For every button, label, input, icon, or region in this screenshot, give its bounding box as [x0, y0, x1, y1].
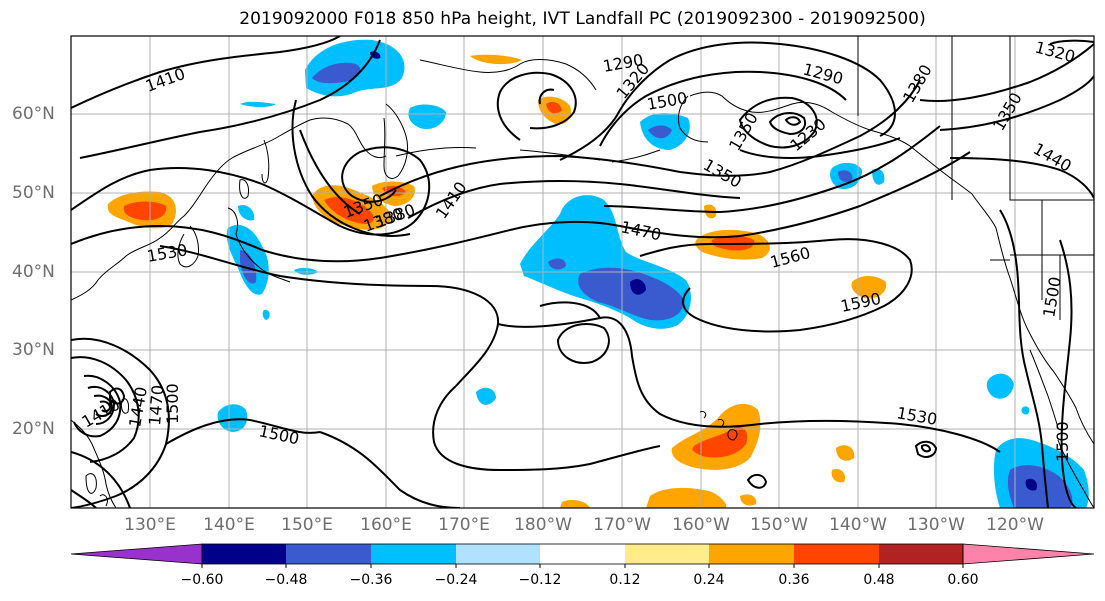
lat-label-60n: 60°N: [12, 104, 55, 124]
colorbar-bin: [625, 544, 709, 564]
graticule: [71, 36, 1094, 508]
lon-label-140w: 140°W: [829, 515, 887, 535]
colorbar-tick-label: −0.48: [264, 572, 308, 588]
shade-neg-philippine: [217, 404, 248, 432]
colorbar-tick-label: 0.60: [947, 572, 979, 588]
coast-east-asia: [71, 117, 387, 301]
lon-label-140e: 140°E: [203, 515, 255, 535]
colorbar: [70, 543, 1095, 568]
lon-label-170w: 170°W: [593, 515, 651, 535]
colorbar-frame: [201, 543, 964, 565]
colorbar-bin: [709, 544, 794, 564]
lon-label-150e: 150°E: [281, 515, 333, 535]
colorbar-tick-label: −0.12: [518, 572, 562, 588]
colorbar-tick-label: 0.12: [609, 572, 641, 588]
colorbar-bin: [286, 544, 371, 564]
coast-japan-north: [239, 179, 249, 199]
colorbar-bin: [540, 544, 625, 564]
coastlines: [71, 36, 1094, 508]
colorbar-bin: [456, 544, 540, 564]
coast-chukotka: [419, 59, 597, 91]
shade-neg-aleutian-small: [408, 104, 446, 130]
colorbar-tick-label: −0.24: [434, 572, 478, 588]
boundaries-na: [857, 36, 1094, 320]
colorbar-min-extension: [70, 543, 203, 565]
contour-label: 1440: [1030, 139, 1075, 176]
colorbar-tick-label: −0.60: [180, 572, 224, 588]
colorbar-tick-label: −0.36: [349, 572, 393, 588]
map-title: 2019092000 F018 850 hPa height, IVT Land…: [239, 9, 926, 29]
colorbar-bin: [202, 544, 286, 564]
contour-label: 1560: [768, 243, 812, 272]
contour-label: 1500: [257, 421, 301, 448]
coast-alaska-west: [677, 95, 709, 143]
coast-mexico: [1057, 439, 1094, 508]
coast-philippines: [85, 473, 108, 507]
coast-north-america: [971, 193, 1094, 445]
lon-label-180w: 180°W: [514, 515, 572, 535]
contour-label: 1350: [725, 109, 762, 154]
height-contours: [71, 36, 1094, 508]
map-plot-area: 1410 1290 1320 1290 1380 1230 1350 1440 …: [71, 36, 1094, 508]
ivt-shading: [107, 39, 1089, 508]
lon-label-160e: 160°E: [360, 515, 412, 535]
contour-label: 1500: [163, 383, 182, 424]
contour-label: 1350: [700, 155, 745, 192]
colorbar-tick-label: 0.24: [693, 572, 725, 588]
lat-label-20n: 20°N: [12, 419, 55, 439]
contour-label: 1230: [786, 114, 829, 155]
coast-sakhalin: [261, 139, 270, 184]
coast-hawaii: [699, 411, 738, 441]
contour-label: 1410: [79, 395, 124, 432]
map-frame: [70, 35, 1095, 509]
lat-label-50n: 50°N: [12, 183, 55, 203]
coast-baja: [1029, 349, 1059, 429]
contour-label: 1530: [145, 240, 188, 266]
colorbar-tick-label: 0.36: [778, 572, 810, 588]
contour-label: 1320: [1033, 38, 1077, 67]
lon-label-170e: 170°E: [438, 515, 490, 535]
lon-label-160w: 160°W: [672, 515, 730, 535]
contour-label: 1470: [619, 217, 663, 244]
lon-label-120w: 120°W: [986, 515, 1044, 535]
colorbar-max-extension: [962, 543, 1095, 565]
lon-label-130e: 130°E: [124, 515, 176, 535]
colorbar-tick-label: 0.48: [863, 572, 895, 588]
coast-kamchatka: [383, 103, 409, 179]
lon-label-150w: 150°W: [750, 515, 808, 535]
lon-label-130w: 130°W: [907, 515, 965, 535]
contour-label: 1500: [1053, 421, 1072, 462]
contour-label: 1410: [432, 178, 471, 222]
coast-alaska: [689, 91, 973, 195]
lat-label-30n: 30°N: [12, 340, 55, 360]
contour-label: 1500: [1039, 275, 1065, 318]
colorbar-bin: [371, 544, 456, 564]
coast-aleutians: [395, 146, 661, 163]
coast-taiwan: [121, 398, 129, 414]
contour-label: 1380: [899, 61, 936, 106]
lat-label-40n: 40°N: [12, 262, 55, 282]
contour-label: 1590: [839, 289, 883, 316]
contour-label: 1350: [989, 89, 1026, 134]
colorbar-bin: [794, 544, 879, 564]
coast-japan: [227, 207, 291, 283]
contour-label: 1470: [145, 384, 167, 426]
colorbar-bin: [879, 544, 963, 564]
